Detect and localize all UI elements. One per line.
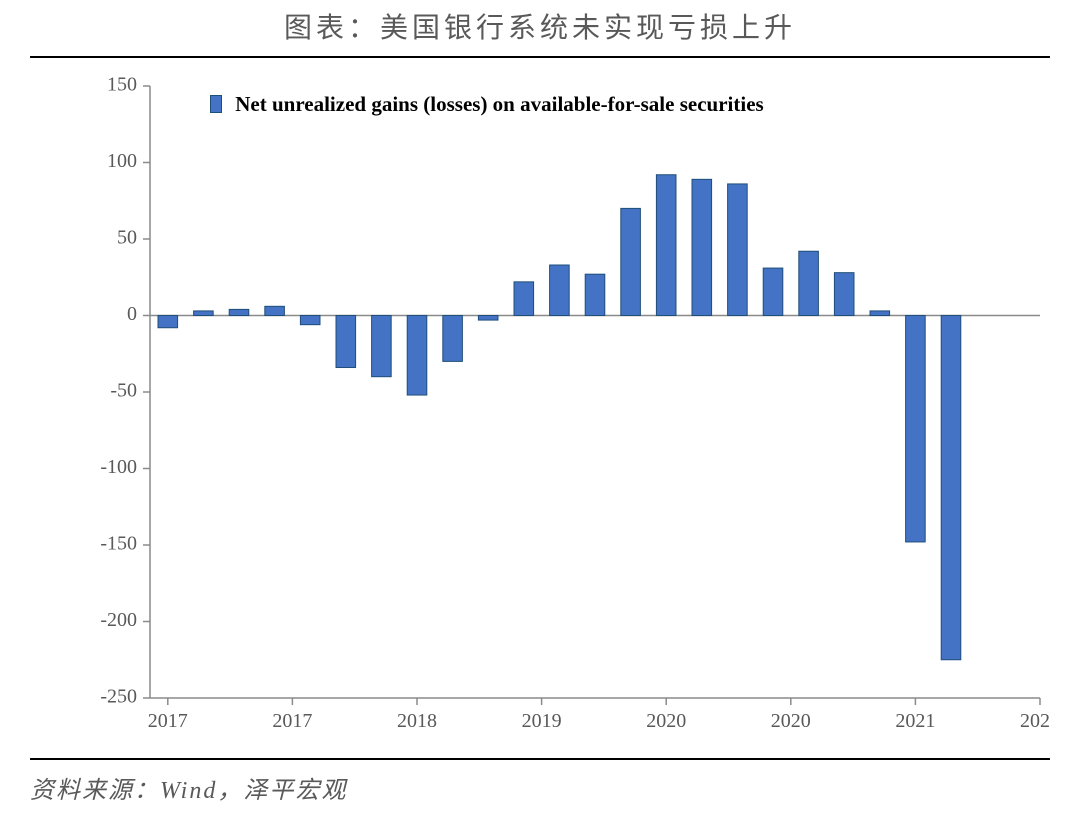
legend: Net unrealized gains (losses) on availab… <box>210 90 764 117</box>
bar <box>728 184 748 316</box>
bar-chart-svg: -250 -200 -150 -100 -50 0 50 100 150 2017 2017 2018… <box>30 68 1050 758</box>
bar <box>194 311 214 316</box>
y-tick-label: -250 <box>100 686 137 708</box>
bar <box>336 316 356 368</box>
x-tick-label: 2017 <box>148 710 188 732</box>
data-source: 资料来源：Wind，泽平宏观 <box>30 770 1050 805</box>
legend-label: Net unrealized gains (losses) on availab… <box>235 92 763 117</box>
x-tick-label: 2022 <box>1020 710 1050 732</box>
y-tick-label: -200 <box>100 609 137 631</box>
bar <box>621 208 641 315</box>
bar <box>834 273 854 316</box>
x-tick-label: 2020 <box>771 710 811 732</box>
y-tick-label: 100 <box>107 150 137 172</box>
bar <box>372 316 392 377</box>
y-tick-label: 50 <box>117 227 137 249</box>
y-tick-label: -150 <box>100 533 137 555</box>
x-tick-label: 2019 <box>522 710 562 732</box>
chart-area: -250 -200 -150 -100 -50 0 50 100 150 2017 2017 2018… <box>30 68 1050 758</box>
bar <box>906 316 926 542</box>
y-tick-label: 150 <box>107 74 137 96</box>
x-tick-label: 2021 <box>895 710 935 732</box>
bar <box>443 316 463 362</box>
bar <box>585 274 605 315</box>
x-tick-label: 2017 <box>272 710 312 732</box>
bar <box>550 265 570 315</box>
bar <box>300 316 320 325</box>
bar <box>763 268 783 315</box>
bar <box>265 306 285 315</box>
bar <box>478 316 498 321</box>
bar <box>870 311 890 316</box>
bar <box>229 309 249 315</box>
y-tick-label: -100 <box>100 456 137 478</box>
chart-title: 图表：美国银行系统未实现亏损上升 <box>30 6 1050 46</box>
x-tick-label: 2018 <box>397 710 437 732</box>
y-tick-label: 0 <box>127 303 137 325</box>
bar <box>656 175 676 316</box>
bar <box>692 179 712 315</box>
x-tick-label: 2020 <box>646 710 686 732</box>
bar <box>941 316 961 660</box>
bar <box>799 251 819 315</box>
bar <box>407 316 427 396</box>
bar <box>158 316 178 328</box>
bar <box>514 282 534 316</box>
y-tick-label: -50 <box>110 380 137 402</box>
legend-swatch <box>210 95 222 113</box>
